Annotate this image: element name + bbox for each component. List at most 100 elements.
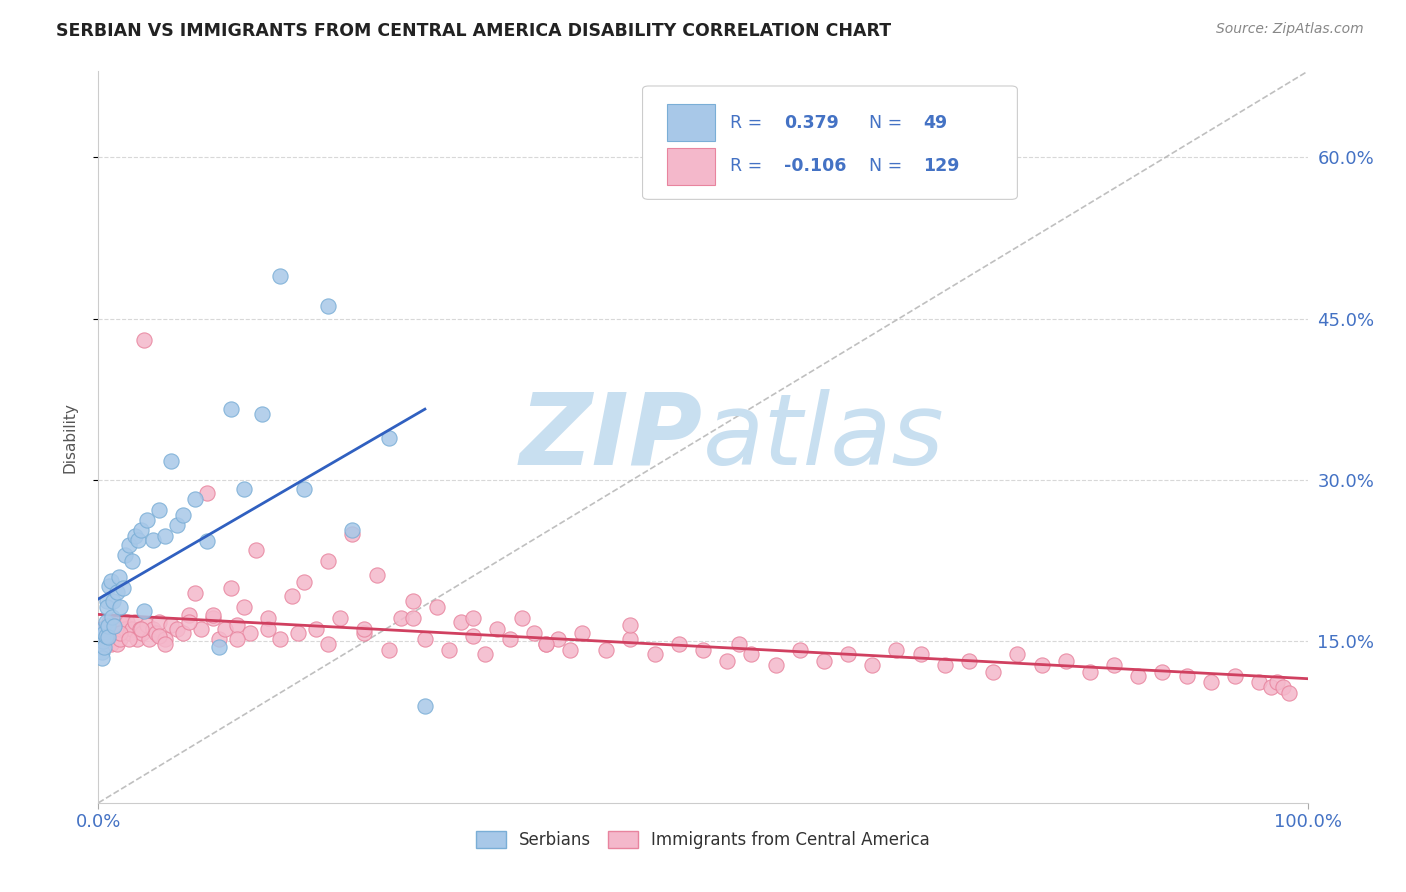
Point	[292, 575, 315, 590]
Point	[190, 622, 212, 636]
Point	[837, 648, 859, 662]
Point	[114, 622, 136, 636]
FancyBboxPatch shape	[643, 86, 1018, 200]
Point	[221, 581, 243, 595]
Point	[1078, 665, 1101, 679]
Point	[98, 615, 121, 629]
Point	[226, 618, 249, 632]
Point	[1175, 669, 1198, 683]
Point	[957, 654, 980, 668]
Point	[89, 629, 111, 643]
Point	[1007, 648, 1029, 662]
Bar	[666, 104, 716, 141]
Text: 49: 49	[924, 113, 948, 131]
Point	[93, 640, 115, 654]
Point	[103, 625, 125, 640]
Point	[498, 632, 520, 647]
Point	[107, 622, 129, 636]
Point	[96, 600, 118, 615]
Text: -0.106: -0.106	[785, 158, 846, 176]
Point	[93, 625, 115, 640]
Point	[232, 600, 254, 615]
Text: SERBIAN VS IMMIGRANTS FROM CENTRAL AMERICA DISABILITY CORRELATION CHART: SERBIAN VS IMMIGRANTS FROM CENTRAL AMERI…	[56, 22, 891, 40]
Point	[389, 611, 412, 625]
Point	[94, 615, 117, 629]
Point	[239, 625, 262, 640]
Point	[111, 615, 134, 629]
Point	[232, 482, 254, 496]
Point	[547, 632, 569, 647]
Point	[221, 402, 243, 417]
Point	[134, 333, 156, 347]
Point	[342, 523, 364, 537]
Point	[96, 622, 118, 636]
Point	[1267, 675, 1289, 690]
Point	[91, 650, 114, 665]
Point	[202, 607, 225, 622]
Point	[121, 554, 143, 568]
Point	[644, 648, 666, 662]
Point	[127, 632, 149, 647]
Point	[377, 431, 399, 445]
Point	[269, 268, 291, 283]
Point	[124, 615, 146, 629]
Point	[740, 648, 762, 662]
Point	[413, 632, 436, 647]
Point	[103, 619, 125, 633]
Point	[353, 622, 375, 636]
Point	[226, 632, 249, 647]
Point	[619, 632, 641, 647]
Point	[108, 625, 131, 640]
Point	[886, 643, 908, 657]
Point	[305, 622, 328, 636]
Point	[160, 618, 183, 632]
Point	[860, 658, 883, 673]
Point	[105, 637, 128, 651]
Point	[366, 567, 388, 582]
Point	[160, 454, 183, 468]
Point	[97, 619, 120, 633]
Point	[765, 658, 787, 673]
Point	[179, 615, 201, 629]
Point	[208, 640, 231, 654]
Y-axis label: Disability: Disability	[63, 401, 77, 473]
Point	[93, 622, 115, 636]
Point	[117, 615, 139, 629]
Point	[316, 637, 339, 651]
Point	[910, 648, 932, 662]
Point	[292, 482, 315, 496]
Point	[1152, 665, 1174, 679]
Point	[111, 581, 134, 595]
Point	[108, 570, 131, 584]
Point	[1260, 680, 1282, 694]
Point	[184, 492, 207, 507]
Point	[118, 625, 141, 640]
Text: ZIP: ZIP	[520, 389, 703, 485]
Point	[148, 503, 170, 517]
Point	[202, 611, 225, 625]
Point	[402, 593, 425, 607]
Text: N =: N =	[869, 113, 901, 131]
Point	[127, 533, 149, 548]
Point	[118, 632, 141, 647]
Point	[1199, 675, 1222, 690]
Point	[281, 589, 304, 603]
Point	[100, 609, 122, 624]
Point	[129, 622, 152, 636]
Point	[195, 486, 218, 500]
Point	[934, 658, 956, 673]
Point	[316, 554, 339, 568]
Point	[413, 698, 436, 713]
Point	[486, 622, 509, 636]
Point	[245, 543, 267, 558]
Point	[668, 637, 690, 651]
Point	[1223, 669, 1246, 683]
Point	[1249, 675, 1271, 690]
Point	[463, 629, 485, 643]
Point	[101, 593, 124, 607]
Point	[124, 529, 146, 543]
Point	[148, 615, 170, 629]
Point	[450, 615, 472, 629]
Point	[97, 632, 120, 647]
Point	[91, 634, 114, 648]
